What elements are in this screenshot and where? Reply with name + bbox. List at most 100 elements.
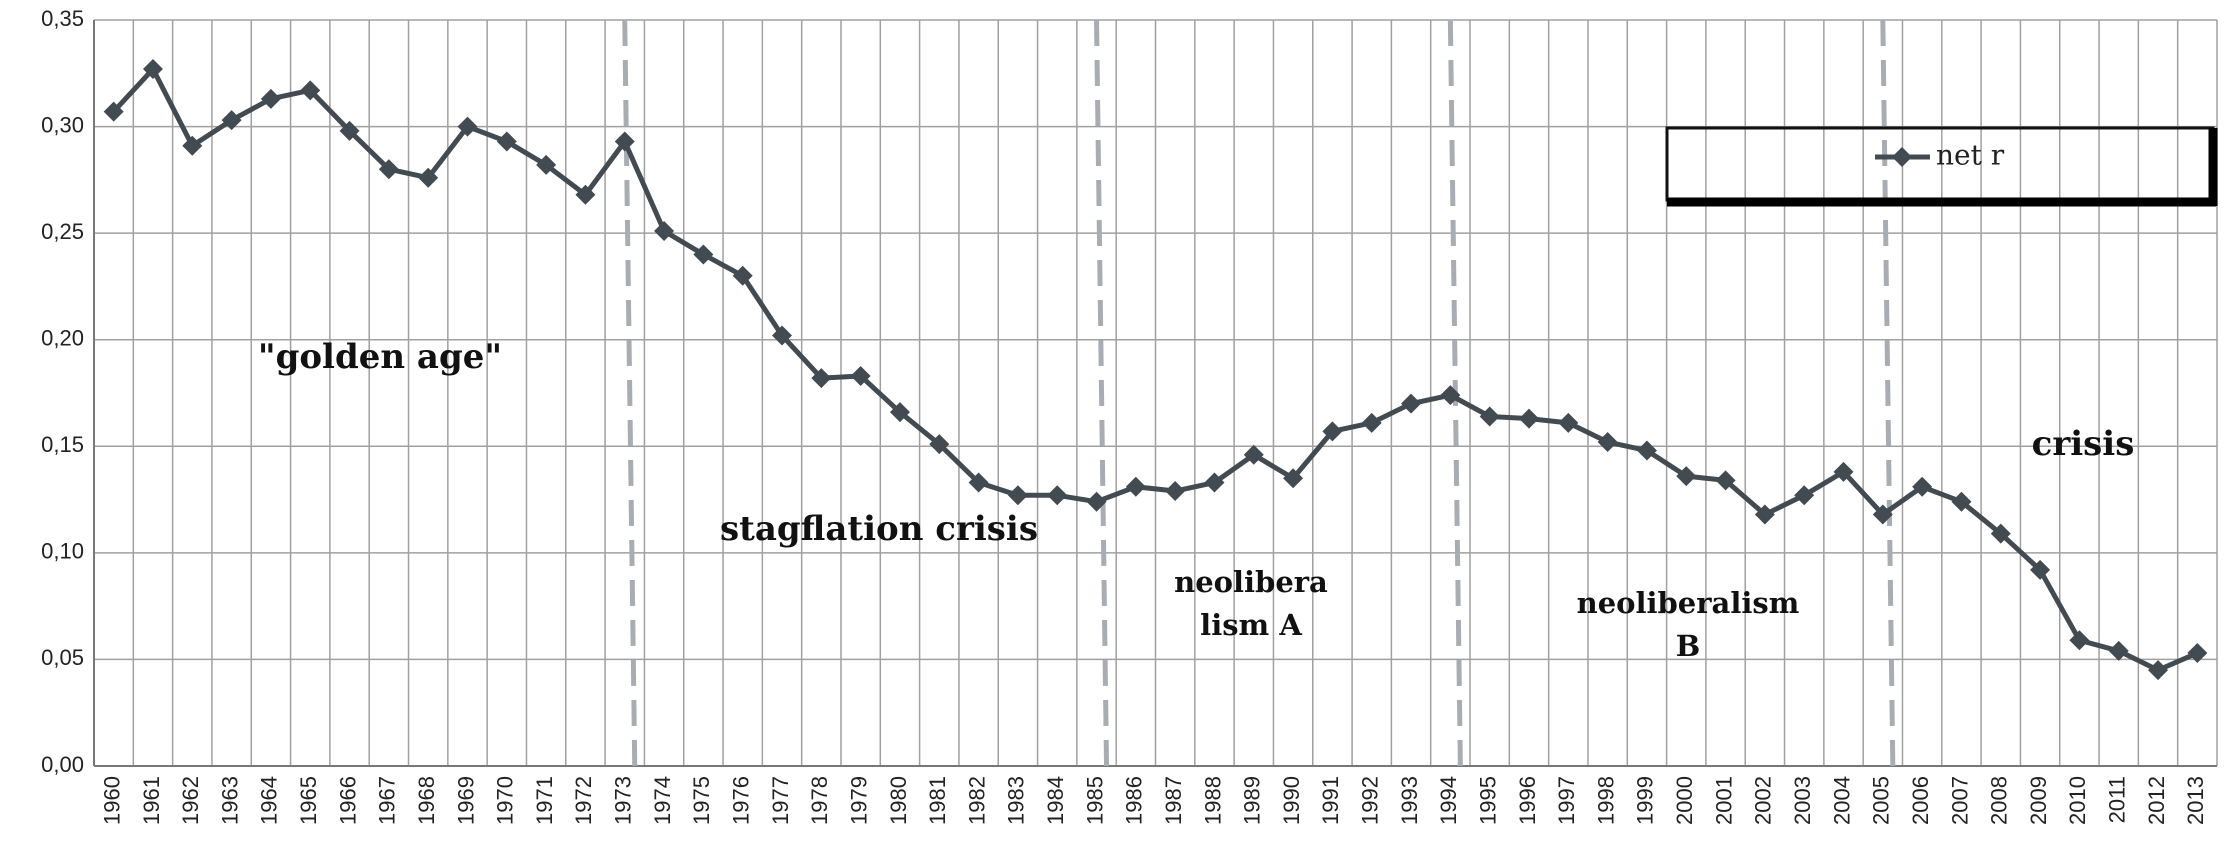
- point-marker: [1047, 485, 1068, 506]
- point-marker: [2030, 559, 2051, 580]
- x-tick-label: 1977: [768, 776, 793, 825]
- x-tick-label: 2012: [2144, 776, 2169, 825]
- x-tick-label: 1989: [1240, 776, 1265, 825]
- annotation: B: [1676, 629, 1701, 663]
- x-tick-label: 1987: [1161, 776, 1186, 825]
- x-tick-label: 2011: [2105, 776, 2130, 823]
- x-tick-label: 1984: [1043, 776, 1068, 825]
- x-tick-label: 1971: [532, 776, 557, 825]
- x-tick-label: 1970: [493, 776, 518, 825]
- x-tick-label: 1996: [1515, 776, 1540, 825]
- point-marker: [929, 434, 950, 455]
- annotation: "golden age": [258, 337, 502, 377]
- x-tick-label: 1997: [1554, 776, 1579, 825]
- point-marker: [418, 167, 439, 188]
- x-tick-label: 1965: [296, 776, 321, 825]
- x-tick-label: 1964: [257, 776, 282, 825]
- point-marker: [1322, 421, 1343, 442]
- point-marker: [732, 265, 753, 286]
- x-tick-label: 1990: [1279, 776, 1304, 825]
- point-marker: [1479, 406, 1500, 427]
- x-tick-label: 1969: [453, 776, 478, 825]
- x-tick-label: 1966: [335, 776, 360, 825]
- annotation: neolibera: [1174, 565, 1328, 599]
- point-marker: [1243, 444, 1264, 465]
- y-tick-label: 0,25: [41, 219, 84, 244]
- y-tick-label: 0,10: [41, 539, 84, 564]
- x-tick-label: 1994: [1436, 776, 1461, 825]
- point-marker: [2148, 660, 2169, 681]
- point-marker: [536, 154, 557, 175]
- point-marker: [575, 184, 596, 205]
- point-marker: [1990, 523, 2011, 544]
- period-divider: [1094, 19, 1110, 767]
- point-marker: [811, 368, 832, 389]
- point-marker: [693, 244, 714, 265]
- x-tick-label: 2005: [1869, 776, 1894, 825]
- point-marker: [2108, 640, 2129, 661]
- x-tick-label: 1962: [178, 776, 203, 825]
- x-tick-label: 1982: [964, 776, 989, 825]
- y-tick-label: 0,05: [41, 645, 84, 670]
- x-tick-label: 1983: [1004, 776, 1029, 825]
- point-marker: [1636, 440, 1657, 461]
- point-marker: [968, 472, 989, 493]
- x-tick-label: 1999: [1633, 776, 1658, 825]
- x-tick-label: 1978: [807, 776, 832, 825]
- x-tick-label: 1981: [925, 776, 950, 825]
- y-tick-label: 0,15: [41, 432, 84, 457]
- x-tick-label: 1980: [886, 776, 911, 825]
- point-marker: [850, 365, 871, 386]
- point-marker: [1518, 408, 1539, 429]
- x-tick-label: 1960: [99, 776, 124, 825]
- point-marker: [614, 131, 635, 152]
- x-tick-label: 1973: [611, 776, 636, 825]
- point-marker: [1794, 485, 1815, 506]
- x-tick-label: 2008: [1987, 776, 2012, 825]
- x-tick-label: 2009: [2026, 776, 2051, 825]
- series-line: [111, 66, 2199, 673]
- point-marker: [772, 325, 793, 346]
- point-marker: [1204, 472, 1225, 493]
- y-tick-label: 0,30: [41, 112, 84, 137]
- point-marker: [1715, 470, 1736, 491]
- x-tick-label: 2001: [1711, 776, 1736, 825]
- y-tick-label: 0,35: [41, 6, 84, 31]
- annotation: stagflation crisis: [720, 509, 1038, 549]
- point-marker: [1086, 491, 1107, 512]
- point-marker: [1401, 393, 1422, 414]
- point-marker: [1754, 504, 1775, 525]
- point-marker: [1558, 412, 1579, 433]
- point-marker: [300, 80, 321, 101]
- x-tick-label: 2007: [1947, 776, 1972, 825]
- x-tick-label: 1979: [846, 776, 871, 825]
- x-tick-label: 2013: [2183, 776, 2208, 825]
- x-tick-label: 2000: [1672, 776, 1697, 825]
- x-tick-label: 1976: [729, 776, 754, 825]
- point-marker: [1165, 481, 1186, 502]
- x-tick-label: 1961: [139, 776, 164, 825]
- x-tick-label: 1991: [1318, 776, 1343, 825]
- y-tick-label: 0,20: [41, 326, 84, 351]
- point-marker: [260, 88, 281, 109]
- point-marker: [142, 59, 163, 80]
- annotation: lism A: [1200, 608, 1302, 642]
- point-marker: [1872, 504, 1893, 525]
- x-tick-label: 1986: [1122, 776, 1147, 825]
- point-marker: [182, 135, 203, 156]
- x-tick-label: 2006: [1908, 776, 1933, 825]
- point-marker: [1440, 385, 1461, 406]
- point-marker: [1676, 466, 1697, 487]
- legend-marker: [1892, 147, 1912, 167]
- x-tick-label: 1967: [375, 776, 400, 825]
- annotation: crisis: [2032, 424, 2135, 464]
- period-divider: [622, 19, 638, 767]
- point-marker: [1597, 432, 1618, 453]
- x-tick-label: 1963: [217, 776, 242, 825]
- point-marker: [1833, 461, 1854, 482]
- period-divider: [1880, 19, 1896, 767]
- x-tick-label: 1998: [1593, 776, 1618, 825]
- x-tick-label: 1972: [571, 776, 596, 825]
- legend-label: net r: [1936, 139, 2005, 172]
- point-marker: [1125, 476, 1146, 497]
